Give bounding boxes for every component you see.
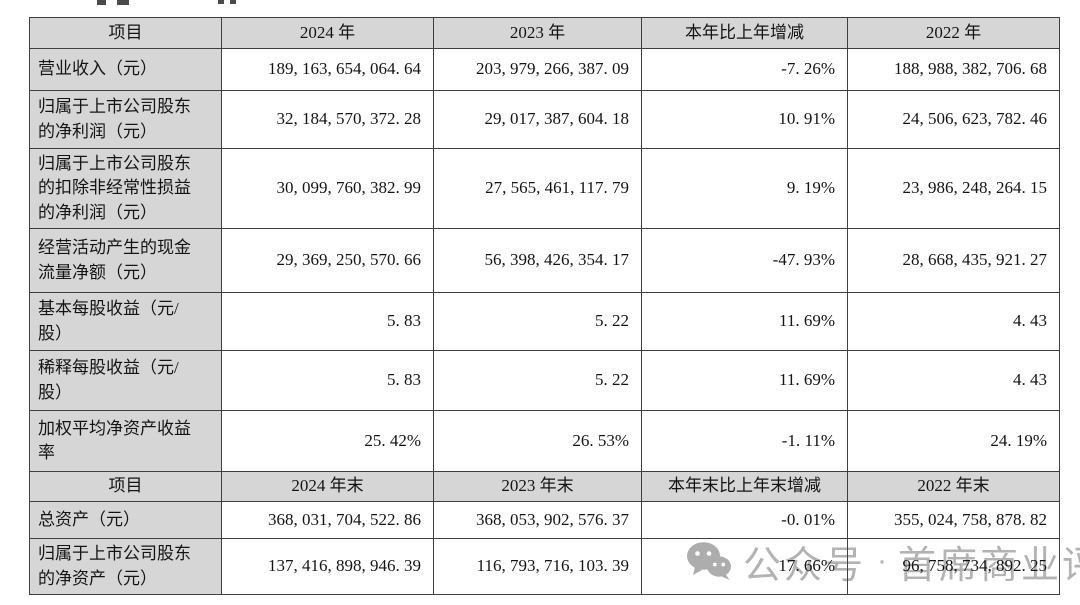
value-cell: 24. 19% <box>847 410 1060 472</box>
column-header: 项目 <box>29 17 222 49</box>
value-cell: 189, 163, 654, 064. 64 <box>221 48 434 91</box>
value-cell: 5. 83 <box>221 292 434 351</box>
table-row: 归属于上市公司股东的净利润（元） 32, 184, 570, 372. 28 2… <box>29 90 1060 149</box>
column-header: 2024 年 <box>221 17 434 49</box>
clipped-text-fragment <box>117 0 129 5</box>
clipped-text-fragment <box>230 0 236 4</box>
table-row: 营业收入（元） 189, 163, 654, 064. 64 203, 979,… <box>29 48 1060 91</box>
column-header: 2022 年 <box>847 17 1060 49</box>
annual-header-row: 项目 2024 年 2023 年 本年比上年增减 2022 年 <box>29 17 1060 49</box>
value-cell: 368, 053, 902, 576. 37 <box>433 501 642 539</box>
table-row: 归属于上市公司股东的净资产（元） 137, 416, 898, 946. 39 … <box>29 538 1060 595</box>
clipped-text-fragment <box>97 0 106 5</box>
value-cell: 29, 017, 387, 604. 18 <box>433 90 642 149</box>
value-cell: 32, 184, 570, 372. 28 <box>221 90 434 149</box>
table-row: 归属于上市公司股东的扣除非经常性损益的净利润（元） 30, 099, 760, … <box>29 148 1060 229</box>
value-cell: -0. 01% <box>641 501 848 539</box>
value-cell: 137, 416, 898, 946. 39 <box>221 538 434 595</box>
value-cell: -47. 93% <box>641 228 848 293</box>
value-cell: 11. 69% <box>641 292 848 351</box>
table-row: 经营活动产生的现金流量净额（元） 29, 369, 250, 570. 66 5… <box>29 228 1060 293</box>
value-cell: 5. 83 <box>221 350 434 411</box>
value-cell: 5. 22 <box>433 350 642 411</box>
column-header: 项目 <box>29 471 222 502</box>
clipped-text-fragment <box>218 0 224 4</box>
value-cell: -1. 11% <box>641 410 848 472</box>
value-cell: 26. 53% <box>433 410 642 472</box>
value-cell: 23, 986, 248, 264. 15 <box>847 148 1060 229</box>
column-header: 2024 年末 <box>221 471 434 502</box>
row-label-cell: 加权平均净资产收益率 <box>29 410 222 472</box>
value-cell: 355, 024, 758, 878. 82 <box>847 501 1060 539</box>
value-cell: 11. 69% <box>641 350 848 411</box>
value-cell: 5. 22 <box>433 292 642 351</box>
value-cell: 56, 398, 426, 354. 17 <box>433 228 642 293</box>
value-cell: 4. 43 <box>847 292 1060 351</box>
value-cell: 27, 565, 461, 117. 79 <box>433 148 642 229</box>
row-label-cell: 归属于上市公司股东的净利润（元） <box>29 90 222 149</box>
value-cell: -7. 26% <box>641 48 848 91</box>
column-header: 2023 年末 <box>433 471 642 502</box>
value-cell: 24, 506, 623, 782. 46 <box>847 90 1060 149</box>
value-cell: 368, 031, 704, 522. 86 <box>221 501 434 539</box>
value-cell: 17. 66% <box>641 538 848 595</box>
value-cell: 96, 758, 734, 892. 25 <box>847 538 1060 595</box>
value-cell: 29, 369, 250, 570. 66 <box>221 228 434 293</box>
value-cell: 116, 793, 716, 103. 39 <box>433 538 642 595</box>
column-header: 本年比上年增减 <box>641 17 848 49</box>
table-row: 稀释每股收益（元/股） 5. 83 5. 22 11. 69% 4. 43 <box>29 350 1060 411</box>
financial-summary-table: 项目 2024 年 2023 年 本年比上年增减 2022 年 营业收入（元） … <box>29 17 1060 595</box>
column-header: 2022 年末 <box>847 471 1060 502</box>
table-row: 总资产（元） 368, 031, 704, 522. 86 368, 053, … <box>29 501 1060 539</box>
column-header: 本年末比上年末增减 <box>641 471 848 502</box>
value-cell: 28, 668, 435, 921. 27 <box>847 228 1060 293</box>
table-row: 加权平均净资产收益率 25. 42% 26. 53% -1. 11% 24. 1… <box>29 410 1060 472</box>
value-cell: 203, 979, 266, 387. 09 <box>433 48 642 91</box>
value-cell: 30, 099, 760, 382. 99 <box>221 148 434 229</box>
year-end-header-row: 项目 2024 年末 2023 年末 本年末比上年末增减 2022 年末 <box>29 471 1060 502</box>
column-header: 2023 年 <box>433 17 642 49</box>
value-cell: 4. 43 <box>847 350 1060 411</box>
row-label-cell: 归属于上市公司股东的扣除非经常性损益的净利润（元） <box>29 148 222 229</box>
value-cell: 10. 91% <box>641 90 848 149</box>
row-label-cell: 稀释每股收益（元/股） <box>29 350 222 411</box>
row-label-cell: 营业收入（元） <box>29 48 222 91</box>
row-label-cell: 总资产（元） <box>29 501 222 539</box>
value-cell: 9. 19% <box>641 148 848 229</box>
row-label-cell: 基本每股收益（元/股） <box>29 292 222 351</box>
row-label-cell: 归属于上市公司股东的净资产（元） <box>29 538 222 595</box>
table-row: 基本每股收益（元/股） 5. 83 5. 22 11. 69% 4. 43 <box>29 292 1060 351</box>
value-cell: 188, 988, 382, 706. 68 <box>847 48 1060 91</box>
value-cell: 25. 42% <box>221 410 434 472</box>
row-label-cell: 经营活动产生的现金流量净额（元） <box>29 228 222 293</box>
